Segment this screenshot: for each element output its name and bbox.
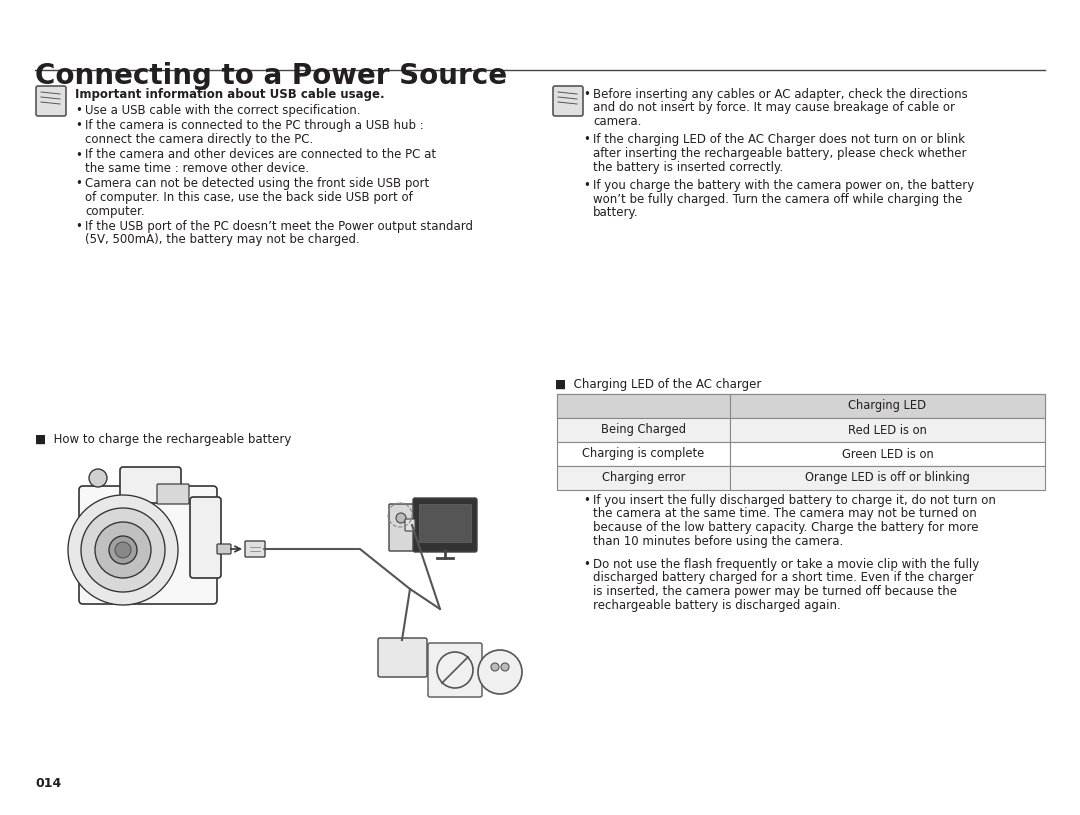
Text: won’t be fully charged. Turn the camera off while charging the: won’t be fully charged. Turn the camera … [593,192,962,205]
Text: Before inserting any cables or AC adapter, check the directions: Before inserting any cables or AC adapte… [593,88,968,101]
Text: •: • [583,494,590,507]
Circle shape [478,650,522,694]
FancyBboxPatch shape [428,643,482,697]
Bar [557,466,730,490]
Bar [730,394,1045,418]
Text: •: • [583,134,590,147]
Text: ■  Charging LED of the AC charger: ■ Charging LED of the AC charger [555,378,761,391]
Text: Orange LED is off or blinking: Orange LED is off or blinking [805,472,970,484]
Bar [730,418,1045,442]
Text: computer.: computer. [85,205,145,218]
Text: •: • [75,120,82,133]
Text: If the camera is connected to the PC through a USB hub :: If the camera is connected to the PC thr… [85,120,423,133]
Text: If you insert the fully discharged battery to charge it, do not turn on: If you insert the fully discharged batte… [593,494,996,507]
FancyBboxPatch shape [405,519,415,531]
Text: the same time : remove other device.: the same time : remove other device. [85,162,309,175]
Text: Camera can not be detected using the front side USB port: Camera can not be detected using the fro… [85,178,429,191]
Text: Charging is complete: Charging is complete [582,447,704,460]
Text: •: • [75,148,82,161]
FancyBboxPatch shape [120,467,181,503]
Text: Do not use the flash frequently or take a movie clip with the fully: Do not use the flash frequently or take … [593,558,980,571]
Text: If the camera and other devices are connected to the PC at: If the camera and other devices are conn… [85,148,436,161]
Text: than 10 minutes before using the camera.: than 10 minutes before using the camera. [593,535,843,548]
Text: •: • [75,220,82,233]
Text: If the charging LED of the AC Charger does not turn on or blink: If the charging LED of the AC Charger do… [593,134,966,147]
Text: •: • [75,178,82,191]
Circle shape [68,495,178,605]
Text: the battery is inserted correctly.: the battery is inserted correctly. [593,161,783,174]
Circle shape [501,663,509,671]
Circle shape [491,663,499,671]
FancyBboxPatch shape [36,86,66,116]
Circle shape [81,508,165,592]
Text: of computer. In this case, use the back side USB port of: of computer. In this case, use the back … [85,191,413,204]
FancyBboxPatch shape [157,484,189,504]
Text: •: • [75,104,82,117]
Text: and do not insert by force. It may cause breakage of cable or: and do not insert by force. It may cause… [593,102,955,114]
Text: Charging error: Charging error [602,472,685,484]
Bar [557,394,1045,418]
Text: 014: 014 [35,777,62,790]
Text: If you charge the battery with the camera power on, the battery: If you charge the battery with the camer… [593,179,974,192]
Text: connect the camera directly to the PC.: connect the camera directly to the PC. [85,133,313,146]
Circle shape [109,536,137,564]
FancyBboxPatch shape [389,504,413,551]
FancyBboxPatch shape [190,497,221,578]
Text: camera.: camera. [593,115,642,128]
Bar [557,442,730,466]
Circle shape [89,469,107,487]
Text: because of the low battery capacity. Charge the battery for more: because of the low battery capacity. Cha… [593,521,978,534]
Circle shape [396,513,406,523]
Text: is inserted, the camera power may be turned off because the: is inserted, the camera power may be tur… [593,585,957,598]
FancyBboxPatch shape [378,638,427,677]
Text: Important information about USB cable usage.: Important information about USB cable us… [75,88,384,101]
FancyBboxPatch shape [413,498,477,552]
FancyBboxPatch shape [419,504,471,542]
Text: Red LED is on: Red LED is on [848,424,927,437]
Text: Connecting to a Power Source: Connecting to a Power Source [35,62,508,90]
Text: Being Charged: Being Charged [600,424,686,437]
Circle shape [114,542,131,558]
Bar [557,418,730,442]
Text: If the USB port of the PC doesn’t meet the Power output standard: If the USB port of the PC doesn’t meet t… [85,220,473,233]
Text: battery.: battery. [593,206,638,219]
Bar [730,442,1045,466]
Bar [730,466,1045,490]
Circle shape [95,522,151,578]
Text: rechargeable battery is discharged again.: rechargeable battery is discharged again… [593,598,840,611]
Text: Green LED is on: Green LED is on [841,447,933,460]
FancyBboxPatch shape [245,541,265,557]
Text: •: • [583,179,590,192]
FancyBboxPatch shape [553,86,583,116]
Text: the camera at the same time. The camera may not be turned on: the camera at the same time. The camera … [593,508,976,521]
Text: discharged battery charged for a short time. Even if the charger: discharged battery charged for a short t… [593,571,974,584]
Text: Charging LED: Charging LED [849,399,927,412]
FancyBboxPatch shape [79,486,217,604]
Text: Use a USB cable with the correct specification.: Use a USB cable with the correct specifi… [85,104,361,117]
Text: ■  How to charge the rechargeable battery: ■ How to charge the rechargeable battery [35,433,292,446]
Text: after inserting the rechargeable battery, please check whether: after inserting the rechargeable battery… [593,147,967,160]
Text: •: • [583,88,590,101]
Text: •: • [583,558,590,571]
FancyBboxPatch shape [217,544,231,554]
Bar [557,394,730,418]
Text: (5V, 500mA), the battery may not be charged.: (5V, 500mA), the battery may not be char… [85,234,360,246]
